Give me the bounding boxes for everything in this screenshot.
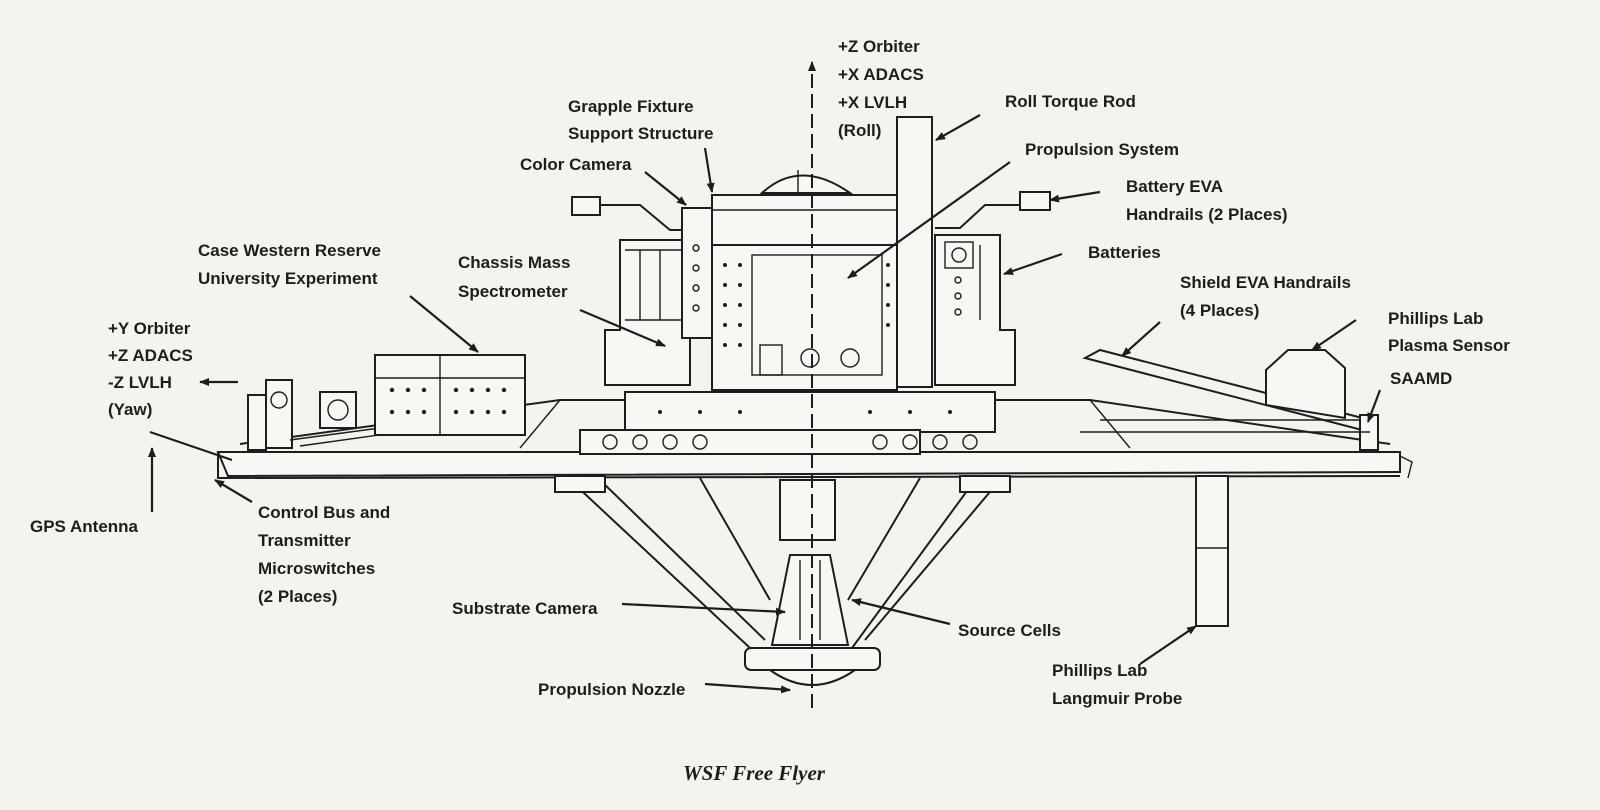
langmuir-probe-post (1195, 475, 1229, 627)
substrate-camera-assembly (770, 554, 850, 646)
svg-text:-Z LVLH: -Z LVLH (108, 373, 172, 392)
svg-text:+Z Orbiter: +Z Orbiter (838, 37, 920, 56)
label-roll-torque-rod: Roll Torque Rod (1005, 92, 1136, 111)
right-battery-box (934, 191, 1051, 386)
svg-text:+Z ADACS: +Z ADACS (108, 346, 193, 365)
label-gps-antenna: GPS Antenna (30, 517, 139, 536)
left-box-1 (247, 394, 267, 451)
svg-text:University Experiment: University Experiment (198, 269, 378, 288)
svg-text:Transmitter: Transmitter (258, 531, 351, 550)
roll-torque-rod (896, 116, 933, 388)
axis-top-label: +Z Orbiter +X ADACS +X LVLH (Roll) (838, 37, 924, 140)
svg-text:(2 Places): (2 Places) (258, 587, 337, 606)
label-chassis-mass-spectrometer: Chassis Mass Spectrometer (458, 253, 570, 301)
svg-text:Spectrometer: Spectrometer (458, 282, 568, 301)
label-color-camera: Color Camera (520, 155, 632, 174)
svg-text:Shield EVA Handrails: Shield EVA Handrails (1180, 273, 1351, 292)
svg-text:Phillips Lab: Phillips Lab (1052, 661, 1147, 680)
label-propulsion-system: Propulsion System (1025, 140, 1179, 159)
label-case-western: Case Western Reserve University Experime… (198, 241, 381, 288)
label-propulsion-nozzle: Propulsion Nozzle (538, 680, 685, 699)
svg-text:Handrails (2 Places): Handrails (2 Places) (1126, 205, 1288, 224)
svg-text:Battery EVA: Battery EVA (1126, 177, 1223, 196)
label-langmuir-probe: Phillips Lab Langmuir Probe (1052, 661, 1182, 708)
label-source-cells: Source Cells (958, 621, 1061, 640)
label-shield-eva: Shield EVA Handrails (4 Places) (1180, 273, 1351, 320)
svg-text:Grapple Fixture: Grapple Fixture (568, 97, 694, 116)
svg-text:+X ADACS: +X ADACS (838, 65, 924, 84)
diagram-caption: WSF Free Flyer (683, 761, 826, 785)
central-tower (711, 170, 898, 391)
left-box-2 (319, 391, 357, 429)
svg-text:(Roll): (Roll) (838, 121, 881, 140)
svg-text:(Yaw): (Yaw) (108, 400, 152, 419)
svg-text:Support Structure: Support Structure (568, 124, 713, 143)
central-platform (624, 391, 996, 433)
label-substrate-camera: Substrate Camera (452, 599, 598, 618)
svg-text:+Y Orbiter: +Y Orbiter (108, 319, 191, 338)
plasma-sensor (1265, 349, 1346, 420)
leader-lines (148, 114, 1382, 694)
color-camera-column (681, 207, 713, 339)
left-battery-box (571, 196, 691, 386)
svg-text:Phillips Lab: Phillips Lab (1388, 309, 1483, 328)
svg-text:Langmuir Probe: Langmuir Probe (1052, 689, 1182, 708)
label-saamd: SAAMD (1390, 369, 1452, 388)
case-western-experiment-box (374, 354, 526, 436)
label-batteries: Batteries (1088, 243, 1161, 262)
svg-text:Case Western Reserve: Case Western Reserve (198, 241, 381, 260)
central-lower-band (579, 429, 921, 455)
svg-text:Chassis Mass: Chassis Mass (458, 253, 570, 272)
label-plasma-sensor: Phillips Lab Plasma Sensor (1388, 309, 1510, 355)
svg-text:Control Bus and: Control Bus and (258, 503, 390, 522)
gps-antenna-rod (149, 431, 233, 461)
spacecraft-structure (149, 61, 1413, 708)
label-battery-eva: Battery EVA Handrails (2 Places) (1126, 177, 1288, 224)
label-control-bus: Control Bus and Transmitter Microswitche… (258, 503, 390, 606)
svg-text:+X LVLH: +X LVLH (838, 93, 907, 112)
grapple-fixture (759, 174, 854, 194)
lower-support-legs (554, 475, 1011, 686)
axis-left-label: +Y Orbiter +Z ADACS -Z LVLH (Yaw) (108, 319, 193, 419)
main-deck-plate (216, 451, 1401, 478)
svg-text:(4 Places): (4 Places) (1180, 301, 1259, 320)
label-grapple-fixture: Grapple Fixture Support Structure (568, 97, 713, 143)
svg-text:Plasma Sensor: Plasma Sensor (1388, 336, 1510, 355)
svg-text:Microswitches: Microswitches (258, 559, 375, 578)
